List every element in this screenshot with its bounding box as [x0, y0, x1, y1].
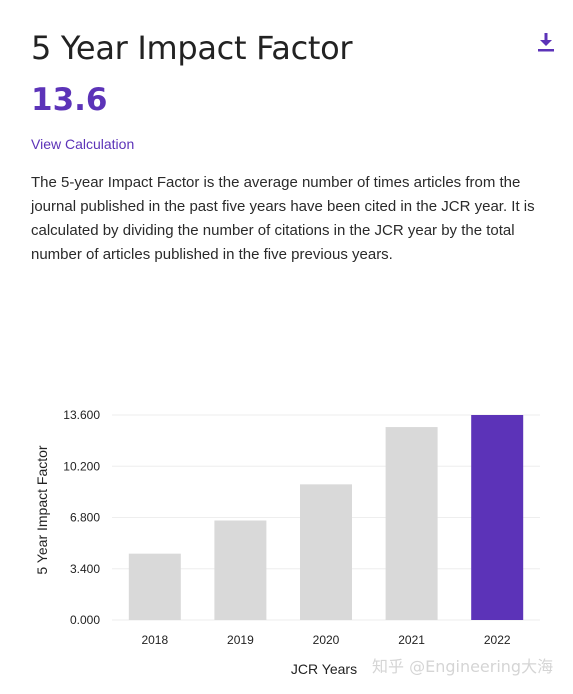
y-tick-label: 0.000: [70, 613, 100, 627]
x-tick-label: 2022: [484, 633, 511, 647]
page-title: 5 Year Impact Factor: [31, 29, 353, 67]
y-tick-label: 10.200: [63, 459, 100, 473]
bar-2021[interactable]: [385, 427, 438, 620]
y-tick-label: 3.400: [70, 562, 100, 576]
bar-2020[interactable]: [300, 484, 352, 620]
watermark: 知乎 @Engineering大海: [372, 657, 554, 676]
x-tick-label: 2018: [141, 633, 168, 647]
impact-factor-chart: 0.000 3.400 6.800 10.200 13.600 2018 2019 2020…: [34, 408, 540, 677]
bar-2018[interactable]: [128, 553, 181, 620]
download-button[interactable]: [537, 31, 555, 53]
bar-2019[interactable]: [214, 520, 267, 620]
x-tick-label: 2021: [398, 633, 425, 647]
y-tick-label: 6.800: [70, 511, 100, 525]
y-tick-label: 13.600: [63, 408, 100, 422]
description-text: The 5-year Impact Factor is the average …: [31, 174, 535, 263]
x-tick-label: 2019: [227, 633, 254, 647]
y-axis-label: 5 Year Impact Factor: [34, 445, 50, 575]
impact-factor-value: 13.6: [31, 82, 108, 118]
x-tick-label: 2020: [313, 633, 340, 647]
bar-2022[interactable]: [471, 415, 524, 620]
download-icon: [538, 33, 554, 52]
view-calculation-link[interactable]: View Calculation: [31, 136, 135, 152]
x-axis-label: JCR Years: [291, 661, 357, 677]
